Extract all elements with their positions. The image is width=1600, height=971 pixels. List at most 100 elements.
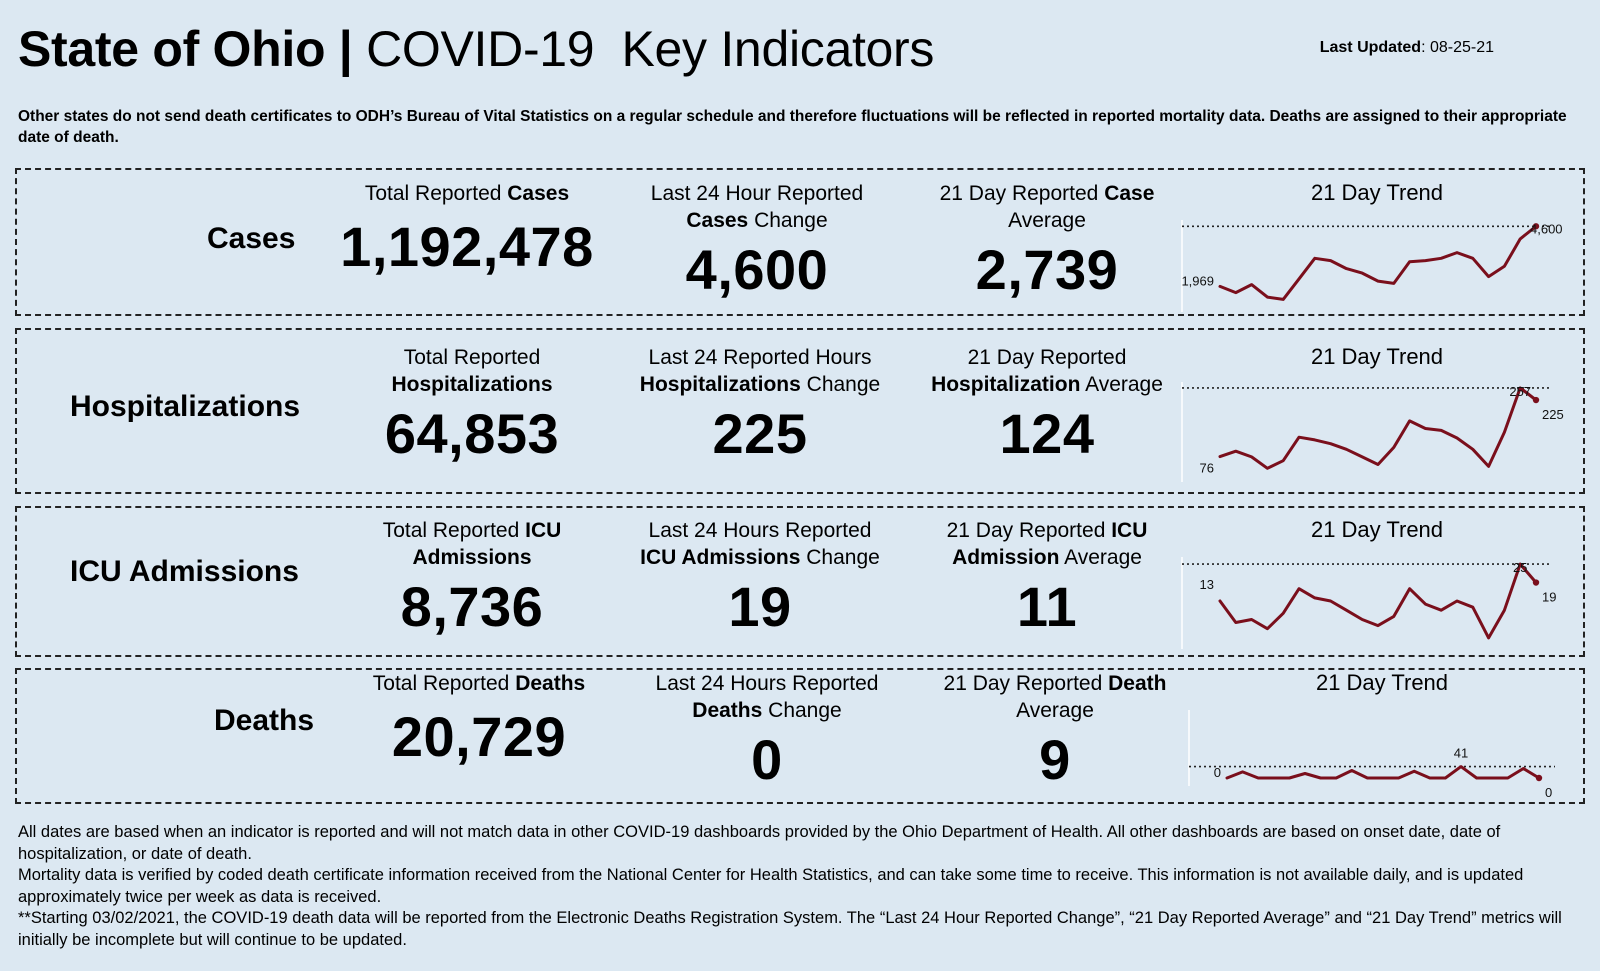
caption-emphasis: ICU <box>1111 519 1148 542</box>
trend-last-label: 0 <box>1545 785 1552 800</box>
trend-series-line <box>1218 224 1538 301</box>
caption-emphasis: Hospitalization <box>931 373 1081 396</box>
deaths-average-caption-1: 21 Day Reported Death <box>905 670 1205 697</box>
deaths-trend-title: 21 Day Trend <box>1315 670 1449 695</box>
footer-note-dates: All dates are based when an indicator is… <box>18 823 1501 863</box>
last-updated-value: : 08-25-21 <box>1421 39 1494 56</box>
trend-max-label: 257 <box>1509 384 1531 399</box>
icu-average-caption-2: Admission Average <box>897 544 1197 571</box>
deaths-panel: Deaths Total Reported Deaths 20,729 Last… <box>15 668 1585 804</box>
caption-text: Total Reported <box>364 182 508 205</box>
last-updated: Last Updated: 08-25-21 <box>1320 39 1494 57</box>
icu-change-caption-1: Last 24 Hours Reported <box>648 519 872 542</box>
caption-text: Change <box>748 209 828 232</box>
trend-first-label: 76 <box>1200 461 1214 476</box>
cases-average-metric: 21 Day Reported Case Average 2,739 <box>897 180 1197 300</box>
page-title-topic: COVID-19 Key Indicators <box>352 21 935 77</box>
cases-row-label: Cases <box>207 222 296 255</box>
caption-emphasis: ICU Admissions <box>640 546 801 569</box>
deaths-average-metric: 21 Day Reported Death Average 9 <box>905 670 1205 790</box>
deaths-change-caption-1: Last 24 Hours Reported <box>655 672 879 695</box>
icu-panel: ICU Admissions Total Reported ICU Admiss… <box>15 506 1585 657</box>
icu-change-value: 19 <box>728 575 792 638</box>
trend-last-point <box>1535 774 1543 782</box>
trend-last-point <box>1532 223 1540 230</box>
trend-first-label: 1,969 <box>1181 273 1214 288</box>
caption-emphasis: Cases <box>686 209 749 232</box>
hospitalizations-average-metric: 21 Day Reported Hospitalization Average … <box>897 344 1197 464</box>
icu-total-value: 8,736 <box>400 575 544 638</box>
cases-trend-title: 21 Day Trend <box>1310 180 1444 205</box>
deaths-total-value: 20,729 <box>391 705 567 768</box>
hospitalizations-row-label: Hospitalizations <box>70 390 301 423</box>
death-certificate-notice: Other states do not send death certifica… <box>18 108 1567 146</box>
cases-change-caption-1: Last 24 Hour Reported <box>650 182 864 205</box>
hospitalizations-average-value: 124 <box>999 402 1095 465</box>
cases-change-value: 4,600 <box>685 238 829 301</box>
caption-emphasis: Deaths <box>515 672 586 695</box>
caption-text: Total Reported <box>372 672 516 695</box>
caption-text: Total Reported <box>382 519 526 542</box>
trend-last-label: 19 <box>1542 590 1556 605</box>
hospitalizations-change-caption-1: Last 24 Reported Hours <box>648 346 872 369</box>
trend-series-line <box>1218 386 1538 470</box>
trend-series-line <box>1225 765 1541 780</box>
hospitalizations-total-metric: Total Reported Hospitalizations 64,853 <box>322 344 622 464</box>
cases-total-value: 1,192,478 <box>340 215 594 278</box>
trend-last-label: 225 <box>1542 407 1564 422</box>
icu-change-metric: Last 24 Hours Reported ICU Admissions Ch… <box>610 517 910 637</box>
caption-text: 21 Day Reported <box>946 519 1112 542</box>
hospitalizations-average-caption-2: Hospitalization Average <box>897 371 1197 398</box>
deaths-average-caption-2: Average <box>1016 699 1094 722</box>
caption-text: Change <box>800 546 880 569</box>
cases-average-caption-2: Average <box>1008 209 1086 232</box>
caption-emphasis: Admission <box>952 546 1060 569</box>
hospitalizations-average-caption-1: 21 Day Reported <box>967 346 1127 369</box>
hospitalizations-change-caption-2: Hospitalizations Change <box>610 371 910 398</box>
caption-text: Average <box>1059 546 1142 569</box>
deaths-total-caption: Total Reported Deaths <box>329 670 629 697</box>
hospitalizations-panel: Hospitalizations Total Reported Hospital… <box>15 328 1585 494</box>
trend-first-label: 13 <box>1200 577 1214 592</box>
caption-emphasis: Case <box>1104 182 1155 205</box>
trend-max-label: 41 <box>1454 746 1468 761</box>
trend-last-label: 4,600 <box>1530 221 1563 236</box>
cases-trend-chart: 1,969 4,600 <box>1181 220 1563 312</box>
cases-total-metric: Total Reported Cases 1,192,478 <box>317 180 617 277</box>
hospitalizations-change-metric: Last 24 Reported Hours Hospitalizations … <box>610 344 910 464</box>
cases-change-caption-2: Cases Change <box>607 207 907 234</box>
deaths-average-value: 9 <box>1039 728 1071 791</box>
footer-note-mortality: Mortality data is verified by coded deat… <box>18 866 1524 906</box>
deaths-trend-chart: 0 41 0 <box>1188 710 1555 800</box>
deaths-row-label: Deaths <box>214 704 315 737</box>
hospitalizations-change-value: 225 <box>712 402 808 465</box>
hospitalizations-total-value: 64,853 <box>384 402 560 465</box>
caption-emphasis: Death <box>1108 672 1167 695</box>
trend-series-line <box>1218 562 1538 640</box>
icu-total-metric: Total Reported ICU Admissions 8,736 <box>322 517 622 637</box>
caption-text: 21 Day Reported <box>943 672 1109 695</box>
icu-average-value: 11 <box>1016 575 1078 638</box>
hospitalizations-total-caption-2: Hospitalizations <box>322 371 622 398</box>
caption-text: Change <box>800 373 881 396</box>
cases-total-caption: Total Reported Cases <box>317 180 617 207</box>
caption-emphasis: Deaths <box>692 699 763 722</box>
icu-trend-chart: 13 25 19 <box>1181 557 1556 649</box>
cases-average-caption-1: 21 Day Reported Case <box>897 180 1197 207</box>
cases-panel: Cases Total Reported Cases 1,192,478 Las… <box>15 168 1585 316</box>
hospitalizations-trend-title: 21 Day Trend <box>1310 344 1444 369</box>
trend-last-point <box>1532 579 1540 586</box>
deaths-change-value: 0 <box>751 728 783 791</box>
caption-text: 21 Day Reported <box>939 182 1105 205</box>
footer-notes: All dates are based when an indicator is… <box>18 822 1586 951</box>
icu-change-caption-2: ICU Admissions Change <box>610 544 910 571</box>
page-title-state: State of Ohio | <box>18 21 353 77</box>
trend-max-label: 25 <box>1513 560 1527 575</box>
caption-emphasis: Hospitalizations <box>639 373 801 396</box>
icu-trend-title: 21 Day Trend <box>1310 517 1444 542</box>
icu-total-caption-2: Admissions <box>322 544 622 571</box>
deaths-total-metric: Total Reported Deaths 20,729 <box>329 670 629 767</box>
hospitalizations-trend-chart: 76 257 225 <box>1181 382 1564 482</box>
footer-note-edrs: **Starting 03/02/2021, the COVID-19 deat… <box>18 909 1562 949</box>
icu-row-label: ICU Admissions <box>70 555 299 588</box>
